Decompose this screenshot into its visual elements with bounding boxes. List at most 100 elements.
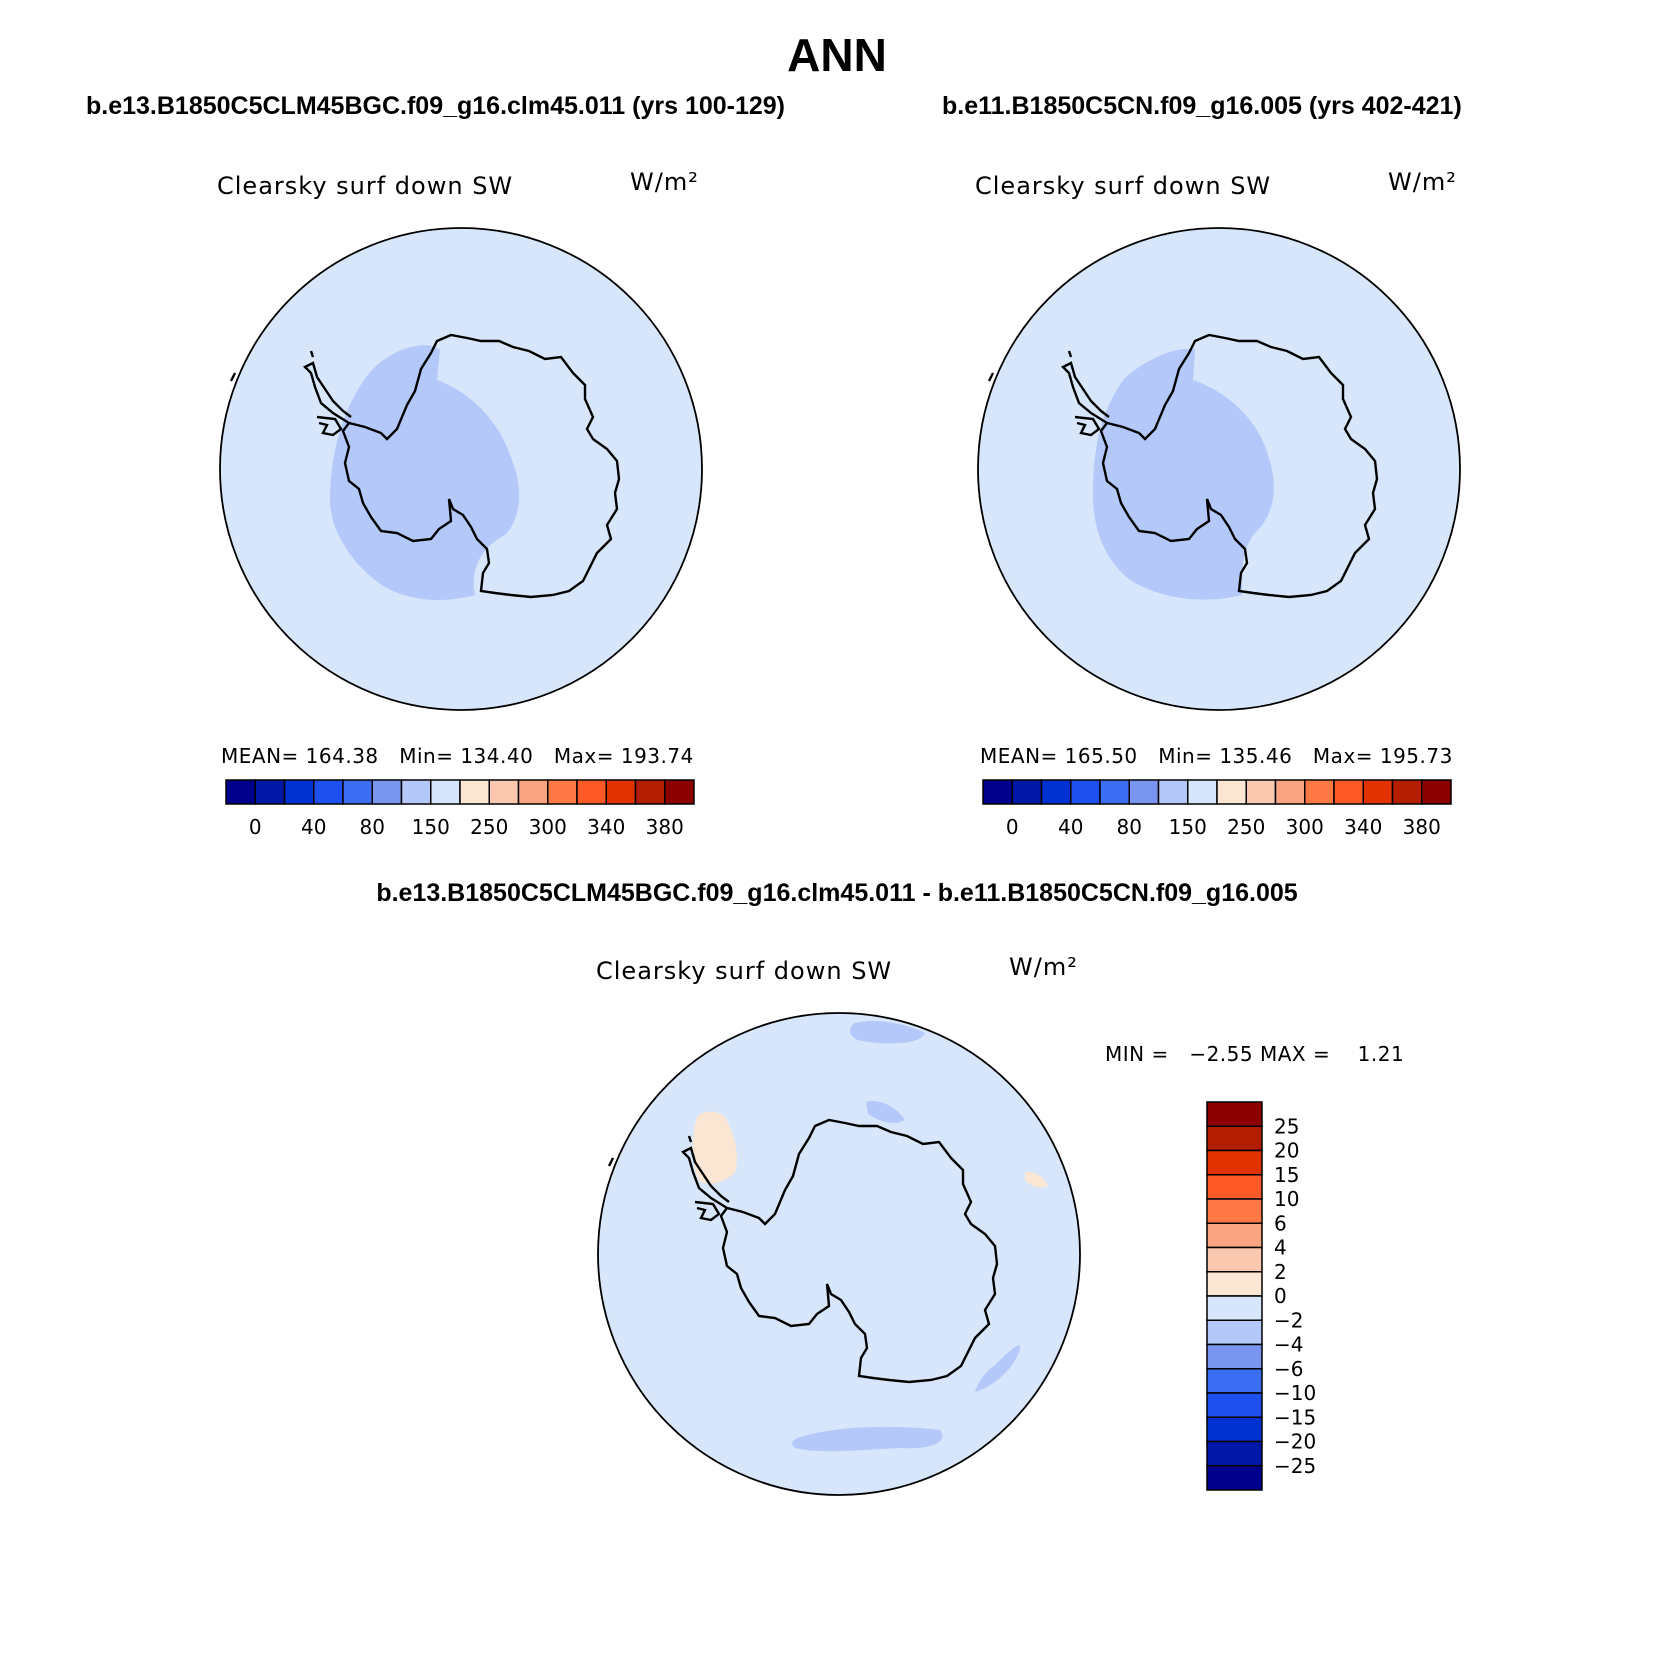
- left-units-label: W/m²: [630, 168, 699, 196]
- colorbar-right: 0 40 80 150 250 300 340 380: [982, 779, 1452, 839]
- min-label: Min=: [1158, 744, 1213, 768]
- colorbar-swatch: [1206, 1125, 1263, 1152]
- colorbar-swatch: [634, 779, 666, 805]
- colorbar-swatch: [605, 779, 637, 805]
- min-value: 135.46: [1219, 744, 1293, 768]
- colorbar-tick-label: −6: [1274, 1357, 1303, 1381]
- colorbar-tick-label: 15: [1274, 1163, 1299, 1187]
- colorbar-tick-label: 250: [470, 815, 508, 839]
- colorbar-swatch: [1206, 1101, 1263, 1127]
- colorbar-swatch: [1187, 779, 1218, 805]
- max-label: Max=: [553, 744, 614, 768]
- colorbar-swatch: [1206, 1198, 1263, 1224]
- colorbar-swatch: [1333, 779, 1364, 805]
- colorbar-swatch: [1391, 779, 1423, 805]
- low-value-contour: [330, 345, 520, 600]
- main-title: ANN: [787, 29, 887, 81]
- colorbar-swatch: [576, 779, 607, 805]
- min-value: 134.40: [460, 744, 534, 768]
- map-border: [219, 227, 703, 711]
- colorbar-swatch: [1011, 779, 1043, 805]
- colorbar-swatch: [517, 779, 549, 805]
- negative-anomaly-patch: [850, 1021, 925, 1044]
- colorbar-tick-label: 300: [529, 815, 567, 839]
- colorbar-tick-label: 250: [1227, 815, 1265, 839]
- diff-min-value: −2.55: [1189, 1042, 1254, 1066]
- colorbar-swatch: [1206, 1174, 1263, 1200]
- colorbar-swatch: [982, 779, 1013, 805]
- map-panel-diff: [597, 1012, 1081, 1496]
- colorbar-tick-label: −4: [1274, 1333, 1303, 1357]
- colorbar-swatch: [1128, 779, 1160, 805]
- colorbar-tick-label: −25: [1274, 1454, 1316, 1478]
- coastline: [987, 333, 1379, 599]
- map-panel-left: [219, 227, 703, 711]
- left-variable-label: Clearsky surf down SW: [217, 172, 514, 200]
- colorbar-tick-label: 380: [646, 815, 684, 839]
- coastline: [229, 333, 621, 599]
- coastline: [607, 1118, 999, 1384]
- colorbar-tick-label: 10: [1274, 1187, 1299, 1211]
- mean-value: 164.38: [305, 744, 379, 768]
- colorbar-tick-label: 80: [360, 815, 385, 839]
- negative-anomaly-patch: [975, 1345, 1021, 1392]
- colorbar-tick-label: −2: [1274, 1308, 1303, 1332]
- colorbar-swatch: [1216, 779, 1247, 805]
- colorbar-tick-label: 6: [1274, 1211, 1287, 1235]
- colorbar-swatch: [1206, 1295, 1263, 1321]
- colorbar-swatch: [1040, 779, 1072, 805]
- colorbar-tick-label: 80: [1117, 815, 1142, 839]
- max-value: 195.73: [1379, 744, 1453, 768]
- colorbar-tick-label: 40: [1058, 815, 1083, 839]
- colorbar-swatch: [547, 779, 578, 805]
- colorbar-swatch: [1206, 1440, 1263, 1467]
- colorbar-tick-label: 2: [1274, 1260, 1287, 1284]
- colorbar-swatch: [1070, 779, 1101, 805]
- colorbar-swatch: [1304, 779, 1335, 805]
- colorbar-swatch: [225, 779, 256, 805]
- colorbar-tick-label: −10: [1274, 1381, 1316, 1405]
- colorbar-swatch: [488, 779, 520, 805]
- diff-variable-label: Clearsky surf down SW: [596, 957, 893, 985]
- colorbar-swatch: [1206, 1149, 1263, 1176]
- diff-max-label: MAX =: [1259, 1042, 1331, 1066]
- colorbar-tick-label: 340: [587, 815, 625, 839]
- colorbar-tick-label: 25: [1274, 1114, 1299, 1138]
- colorbar-swatch: [1206, 1271, 1263, 1297]
- mean-label: MEAN=: [980, 744, 1058, 768]
- colorbar-tick-label: −15: [1274, 1405, 1316, 1429]
- colorbar-swatch: [1206, 1246, 1263, 1273]
- diff-units-label: W/m²: [1009, 953, 1078, 981]
- right-case-title: b.e11.B1850C5CN.f09_g16.005 (yrs 402-421…: [942, 92, 1462, 120]
- right-units-label: W/m²: [1388, 168, 1457, 196]
- colorbar-swatch: [1099, 779, 1130, 805]
- right-variable-label: Clearsky surf down SW: [975, 172, 1272, 200]
- low-value-contour: [1093, 348, 1274, 600]
- colorbar-swatch: [1157, 779, 1189, 805]
- colorbar-swatch: [1206, 1343, 1263, 1370]
- colorbar-tick-label: 150: [412, 815, 450, 839]
- colorbar-swatch: [1274, 779, 1306, 805]
- map-border: [597, 1012, 1081, 1496]
- diff-min-label: MIN =: [1105, 1042, 1169, 1066]
- diff-stats: MIN = −2.55 MAX = 1.21: [1105, 1042, 1404, 1066]
- colorbar-swatch: [1206, 1465, 1263, 1491]
- negative-anomaly-patch: [866, 1101, 905, 1123]
- mean-value: 165.50: [1064, 744, 1138, 768]
- max-label: Max=: [1312, 744, 1373, 768]
- colorbar-tick-label: 0: [1274, 1284, 1287, 1308]
- colorbar-tick-label: 300: [1286, 815, 1324, 839]
- colorbar-swatch: [664, 779, 695, 805]
- colorbar-swatch: [313, 779, 344, 805]
- mean-label: MEAN=: [221, 744, 299, 768]
- colorbar-swatch: [1206, 1368, 1263, 1394]
- min-label: Min=: [399, 744, 454, 768]
- colorbar-swatch: [1245, 779, 1277, 805]
- colorbar-tick-label: 340: [1344, 815, 1382, 839]
- colorbar-swatch: [371, 779, 403, 805]
- colorbar-swatch: [400, 779, 432, 805]
- colorbar-tick-label: 20: [1274, 1139, 1299, 1163]
